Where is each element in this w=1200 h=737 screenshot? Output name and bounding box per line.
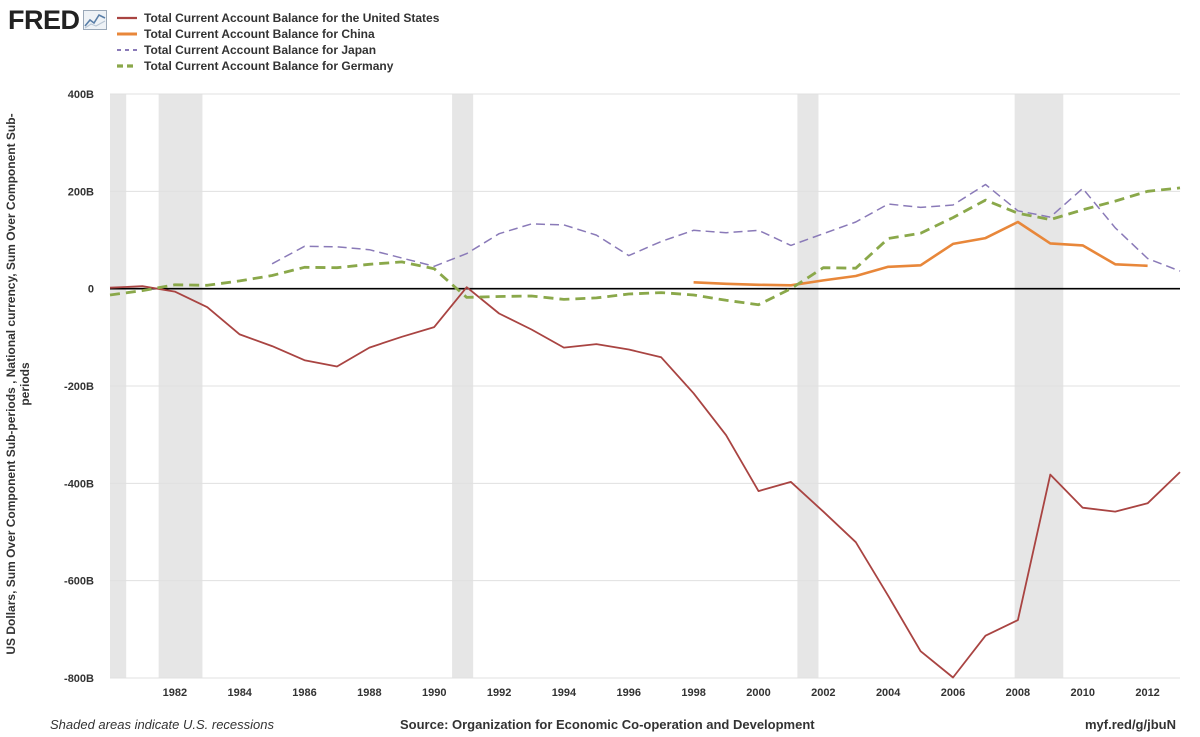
- series-line-japan: [271, 183, 1181, 272]
- y-tick-label: 0: [88, 284, 94, 296]
- gridlines: [110, 93, 1180, 679]
- x-tick-label: 2002: [811, 687, 835, 699]
- x-tick-label: 1998: [681, 687, 705, 699]
- legend-swatch-japan: [117, 49, 137, 51]
- logo-text: FRED: [8, 5, 80, 35]
- x-tick-label: 2006: [941, 687, 965, 699]
- series-lines: [109, 183, 1181, 679]
- fred-logo[interactable]: FRED: [8, 6, 107, 34]
- legend-label: Total Current Account Balance for German…: [144, 59, 394, 73]
- series-line-china: [693, 220, 1148, 287]
- series-line-germany: [109, 186, 1181, 307]
- x-tick-label: 2012: [1135, 687, 1159, 699]
- recession-note: Shaded areas indicate U.S. recessions: [50, 717, 275, 732]
- y-tick-label: -800B: [64, 673, 94, 685]
- x-tick-label: 2008: [1006, 687, 1030, 699]
- source-note: Source: Organization for Economic Co-ope…: [400, 717, 815, 732]
- series-line-us: [109, 285, 1181, 679]
- chart-legend: Total Current Account Balance for the Un…: [116, 10, 439, 74]
- x-tick-labels: 1982 1984 1986 1988 1990 1992 1994 1996 1998 2000…: [163, 687, 1160, 699]
- x-tick-label: 1996: [617, 687, 641, 699]
- x-tick-label: 1982: [163, 687, 187, 699]
- x-tick-label: 2004: [876, 687, 901, 699]
- x-tick-label: 1986: [292, 687, 316, 699]
- legend-label: Total Current Account Balance for China: [144, 27, 375, 41]
- legend-swatch-germany: [117, 64, 137, 68]
- short-link[interactable]: myf.red/g/jbuN: [1084, 717, 1176, 732]
- legend-item-us: Total Current Account Balance for the Un…: [116, 10, 439, 26]
- x-tick-label: 2010: [1070, 687, 1094, 699]
- legend-item-japan: Total Current Account Balance for Japan: [116, 42, 439, 58]
- legend-swatch-us: [117, 16, 137, 20]
- legend-label: Total Current Account Balance for the Un…: [144, 11, 440, 25]
- x-tick-label: 2000: [746, 687, 770, 699]
- x-tick-label: 1988: [357, 687, 381, 699]
- x-tick-label: 1984: [227, 687, 252, 699]
- x-tick-label: 1990: [422, 687, 446, 699]
- y-tick-label: -600B: [64, 576, 94, 588]
- legend-swatch-china: [117, 32, 137, 36]
- x-tick-label: 1992: [487, 687, 511, 699]
- legend-label: Total Current Account Balance for Japan: [144, 43, 377, 57]
- legend-item-germany: Total Current Account Balance for German…: [116, 58, 439, 74]
- x-tick-label: 1994: [552, 687, 577, 699]
- y-tick-labels: 400B 200B 0 -200B -400B -600B -800B: [64, 89, 94, 685]
- y-tick-label: 200B: [68, 186, 94, 198]
- y-tick-label: -200B: [64, 381, 94, 393]
- y-tick-label: -400B: [64, 478, 94, 490]
- y-tick-label: 400B: [68, 89, 94, 101]
- line-chart-icon: [82, 10, 107, 30]
- legend-item-china: Total Current Account Balance for China: [116, 26, 439, 42]
